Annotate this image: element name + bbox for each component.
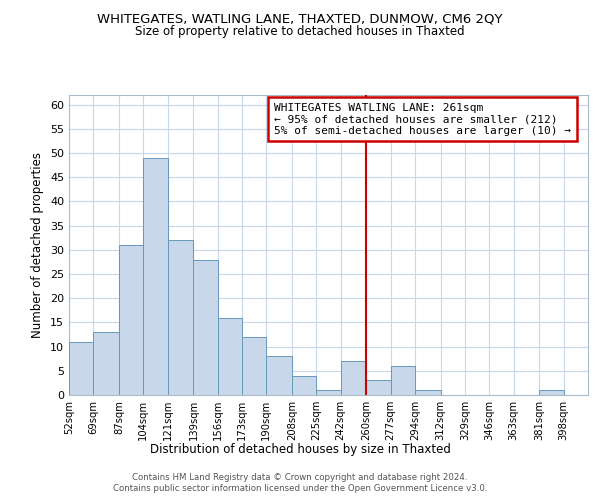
Text: Contains HM Land Registry data © Crown copyright and database right 2024.: Contains HM Land Registry data © Crown c… — [132, 472, 468, 482]
Y-axis label: Number of detached properties: Number of detached properties — [31, 152, 44, 338]
Bar — [143, 158, 167, 395]
Bar — [266, 356, 292, 395]
Bar — [292, 376, 316, 395]
Text: Size of property relative to detached houses in Thaxted: Size of property relative to detached ho… — [135, 25, 465, 38]
Bar — [415, 390, 441, 395]
Bar — [341, 361, 367, 395]
Bar — [167, 240, 193, 395]
Bar — [218, 318, 242, 395]
Bar — [539, 390, 563, 395]
Text: WHITEGATES, WATLING LANE, THAXTED, DUNMOW, CM6 2QY: WHITEGATES, WATLING LANE, THAXTED, DUNMO… — [97, 12, 503, 26]
Bar — [193, 260, 218, 395]
Bar — [119, 245, 143, 395]
Text: Distribution of detached houses by size in Thaxted: Distribution of detached houses by size … — [149, 442, 451, 456]
Bar — [367, 380, 391, 395]
Bar — [316, 390, 341, 395]
Bar — [94, 332, 119, 395]
Text: WHITEGATES WATLING LANE: 261sqm
← 95% of detached houses are smaller (212)
5% of: WHITEGATES WATLING LANE: 261sqm ← 95% of… — [274, 102, 571, 136]
Bar — [391, 366, 415, 395]
Text: Contains public sector information licensed under the Open Government Licence v3: Contains public sector information licen… — [113, 484, 487, 493]
Bar — [242, 337, 266, 395]
Bar — [69, 342, 94, 395]
